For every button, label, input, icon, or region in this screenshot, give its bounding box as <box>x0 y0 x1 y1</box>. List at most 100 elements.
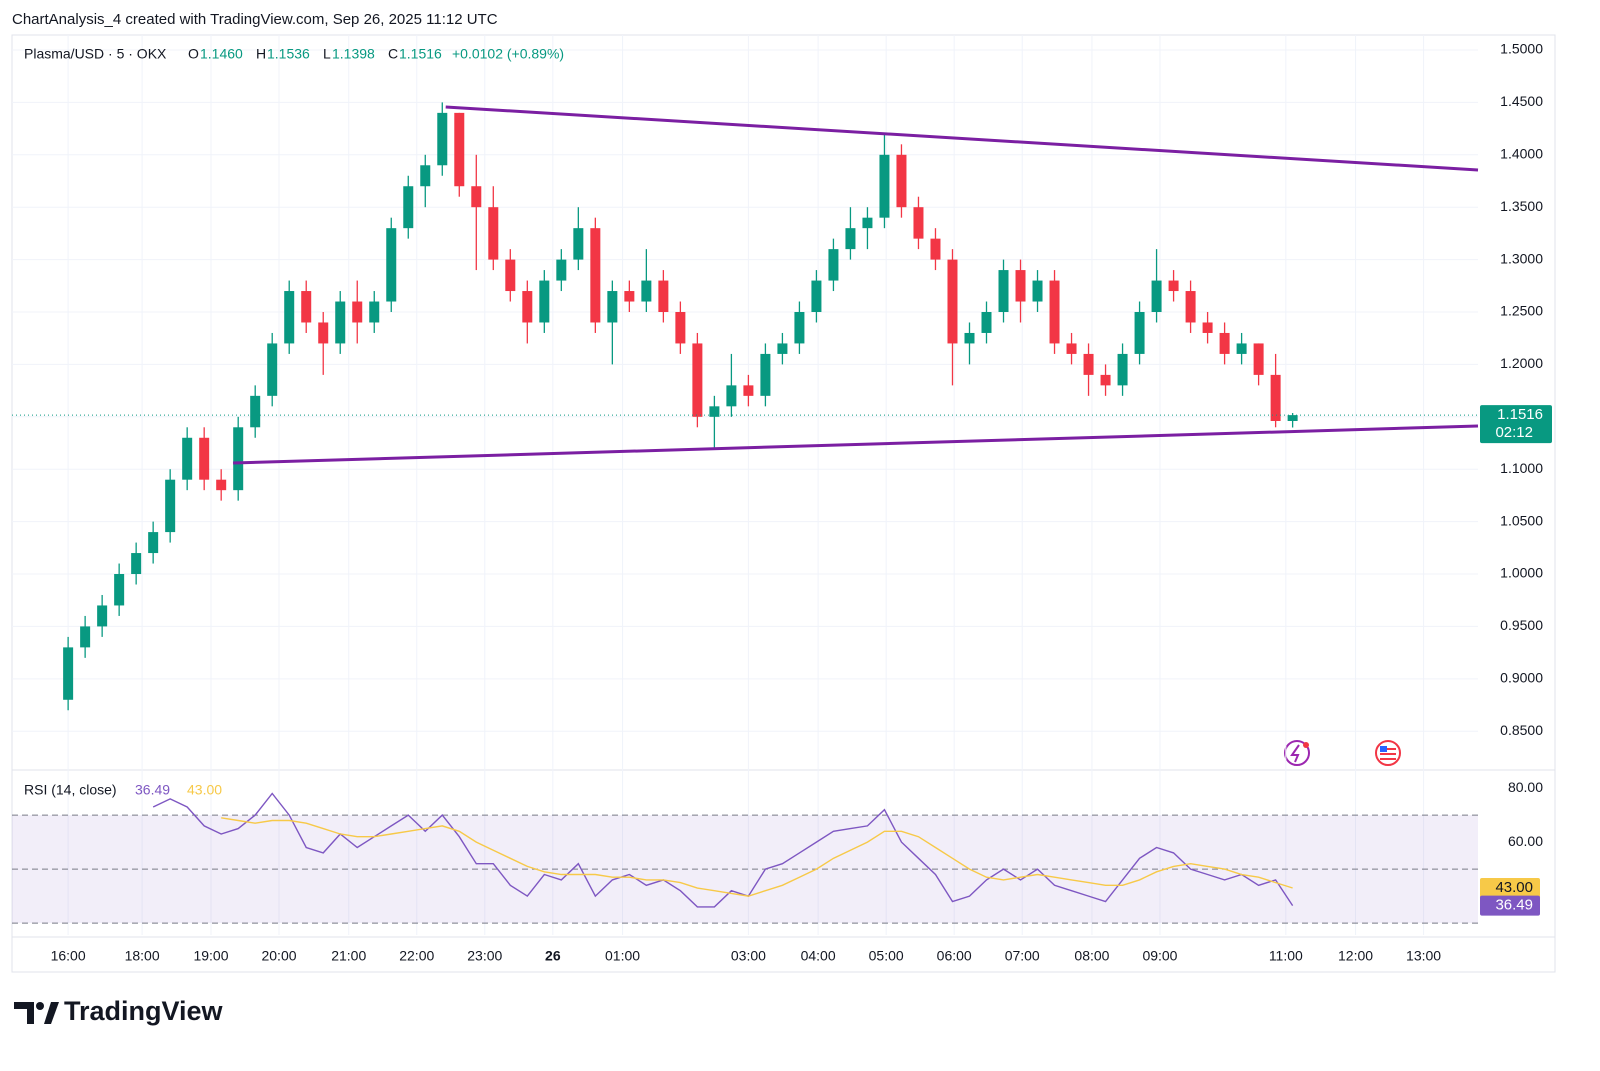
candle-body <box>471 186 482 208</box>
candle-body <box>1117 353 1128 386</box>
brand-logo <box>14 1002 59 1024</box>
legend-label: C <box>388 46 398 62</box>
legend-value: 1.1398 <box>332 46 375 62</box>
y-tick-label: 1.4500 <box>1500 93 1543 109</box>
candle-body <box>437 112 448 166</box>
y-tick-label: 1.3000 <box>1500 250 1543 266</box>
candle-body <box>420 165 431 187</box>
candle-body <box>182 437 193 480</box>
candle-body <box>879 154 890 218</box>
candle-body <box>1134 312 1145 354</box>
candle-body <box>1151 280 1162 313</box>
candle-body <box>930 238 941 260</box>
rsi-legend-value: 43.00 <box>187 782 222 798</box>
legend-value: 1.1460 <box>200 46 243 62</box>
legend-symbol: Plasma/USD · 5 · OKX <box>24 46 167 62</box>
candle-body <box>743 385 754 396</box>
candle-body <box>641 280 652 302</box>
chart-frame <box>11 34 1556 973</box>
candle-body <box>1015 270 1026 302</box>
x-tick-label: 09:00 <box>1142 948 1177 964</box>
candle-body <box>607 291 618 323</box>
candle-body <box>828 249 839 281</box>
candle-body <box>216 479 227 491</box>
x-tick-label: 23:00 <box>467 948 502 964</box>
candle-body <box>1168 280 1179 292</box>
candle-body <box>845 228 856 250</box>
candle-body <box>522 291 533 323</box>
candle-body <box>981 312 992 333</box>
candle-body <box>386 228 397 302</box>
candle-body <box>352 301 363 323</box>
candle-body <box>913 207 924 239</box>
candle-body <box>488 207 499 260</box>
x-tick-label: 20:00 <box>261 948 296 964</box>
y-tick-label: 1.2500 <box>1500 303 1543 319</box>
legend-value: 1.1516 <box>399 46 442 62</box>
y-tick-label: 1.0500 <box>1500 512 1543 528</box>
candle-body <box>692 343 703 417</box>
candle-body <box>794 312 805 344</box>
x-tick-label: 08:00 <box>1074 948 1109 964</box>
candle-body <box>148 532 159 554</box>
candle-body <box>658 280 669 313</box>
value-tag-label: 36.49 <box>1495 897 1533 914</box>
candle-body <box>675 312 686 344</box>
x-tick-label: 07:00 <box>1005 948 1040 964</box>
candle-body <box>1032 280 1043 302</box>
brand-name: TradingView <box>64 996 224 1026</box>
y-tick-label: 1.5000 <box>1500 41 1543 57</box>
y-tick-label: 1.2000 <box>1500 355 1543 371</box>
candle-body <box>233 427 244 491</box>
candle-body <box>1287 415 1298 421</box>
candle-body <box>505 259 516 292</box>
candle-body <box>131 553 142 575</box>
candle-body <box>454 112 465 187</box>
legend-label: H <box>256 46 266 62</box>
candle-body <box>947 259 958 344</box>
candle-body <box>301 291 312 323</box>
legend-label: O <box>188 46 199 62</box>
x-tick-label: 03:00 <box>731 948 766 964</box>
candle-body <box>709 406 720 417</box>
candle-body <box>760 353 771 396</box>
candle-body <box>318 322 329 344</box>
trendline <box>233 424 1479 465</box>
rsi-line <box>221 817 1293 897</box>
candle-body <box>1083 353 1094 375</box>
legend-label: L <box>323 46 331 62</box>
x-tick-label: 16:00 <box>51 948 86 964</box>
candle-body <box>1202 322 1213 333</box>
x-tick-label: 01:00 <box>605 948 640 964</box>
x-tick-label: 22:00 <box>399 948 434 964</box>
rsi-legend-value: 36.49 <box>135 782 170 798</box>
rsi-title: RSI (14, close) <box>24 782 117 798</box>
y-tick-label: 1.4000 <box>1500 145 1543 161</box>
candle-body <box>539 280 550 323</box>
rsi-line <box>152 792 1294 908</box>
candle-body <box>1066 343 1077 354</box>
candle-body <box>369 301 380 323</box>
price-tag-countdown: 02:12 <box>1495 424 1533 441</box>
candle-body <box>1049 280 1060 344</box>
y-tick-label: 0.9000 <box>1500 670 1543 686</box>
x-tick-label: 13:00 <box>1406 948 1441 964</box>
candle-body <box>335 301 346 344</box>
y-tick-label: 1.3500 <box>1500 198 1543 214</box>
value-tag <box>1480 878 1540 899</box>
candle-body <box>199 437 210 480</box>
candle-body <box>777 343 788 354</box>
candle-body <box>573 228 584 260</box>
x-tick-label: 21:00 <box>331 948 366 964</box>
x-tick-label: 04:00 <box>801 948 836 964</box>
candle-body <box>63 647 74 700</box>
y-tick-label: 0.8500 <box>1500 722 1543 738</box>
icon-flag[interactable] <box>1375 740 1401 766</box>
price-tag <box>1480 405 1552 444</box>
icon-flash[interactable] <box>1284 740 1310 766</box>
price-tag-label: 1.1516 <box>1497 406 1543 423</box>
candle-body <box>811 280 822 313</box>
candle-body <box>624 291 635 302</box>
candle-body <box>1270 374 1281 421</box>
